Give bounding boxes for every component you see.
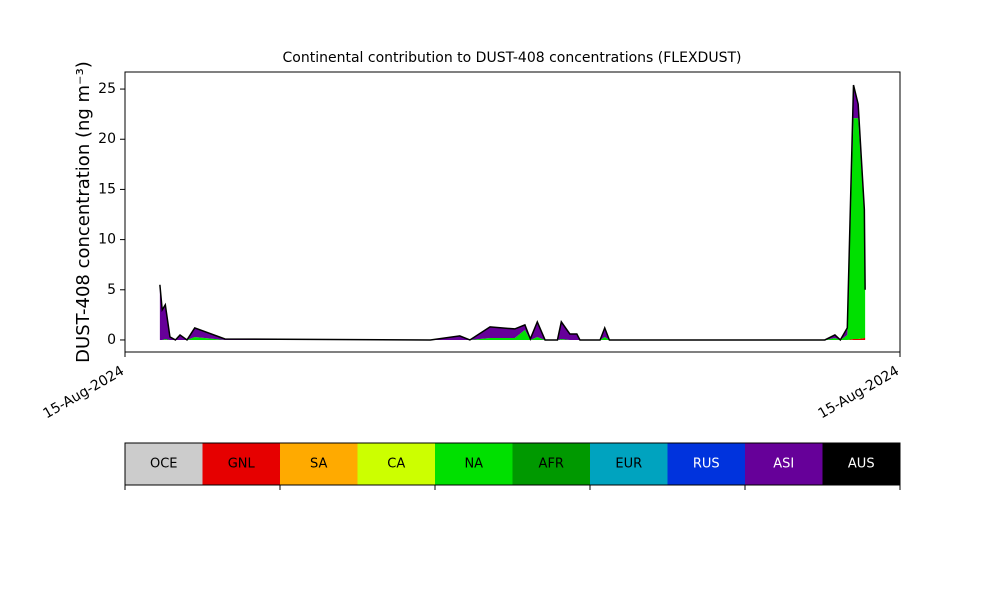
area [159,118,866,340]
legend-label: AFR [539,457,564,472]
x-tick-label: 15-Aug-2024 [816,363,903,422]
area [159,84,866,342]
y-axis-label: DUST-408 concentration (ng m⁻³) [73,61,94,363]
legend-swatch [512,443,590,485]
legend-label: NA [464,457,483,472]
legend-label: EUR [615,457,642,472]
chart-title: Continental contribution to DUST-408 con… [283,50,742,66]
legend-label: RUS [693,457,720,472]
y-tick-label: 10 [98,232,116,248]
y-tick-label: 25 [98,81,116,97]
y-tick-label: 20 [98,131,116,147]
legend-swatch [822,443,900,485]
legend-label: SA [310,457,327,472]
legend-swatch [745,443,823,485]
area [159,118,866,340]
legend-label: ASI [773,457,794,472]
y-tick-label: 5 [107,282,116,298]
legend-swatch [590,443,668,485]
legend-swatch [667,443,745,485]
y-tick-label: 0 [107,332,116,348]
legend-swatch [125,443,203,485]
legend-swatch [357,443,435,485]
area [159,118,866,340]
legend-label: GNL [228,457,256,472]
legend-swatch [280,443,358,485]
area [159,85,866,340]
legend-swatch [435,443,513,485]
legend-label: CA [387,457,405,472]
legend-label: AUS [848,457,875,472]
x-tick-label: 15-Aug-2024 [41,363,128,422]
legend-frame [124,442,901,486]
area [159,118,866,340]
plot-frame [124,71,901,353]
legend-swatch [202,443,280,485]
y-tick-label: 15 [98,181,116,197]
legend-label: OCE [150,457,178,472]
